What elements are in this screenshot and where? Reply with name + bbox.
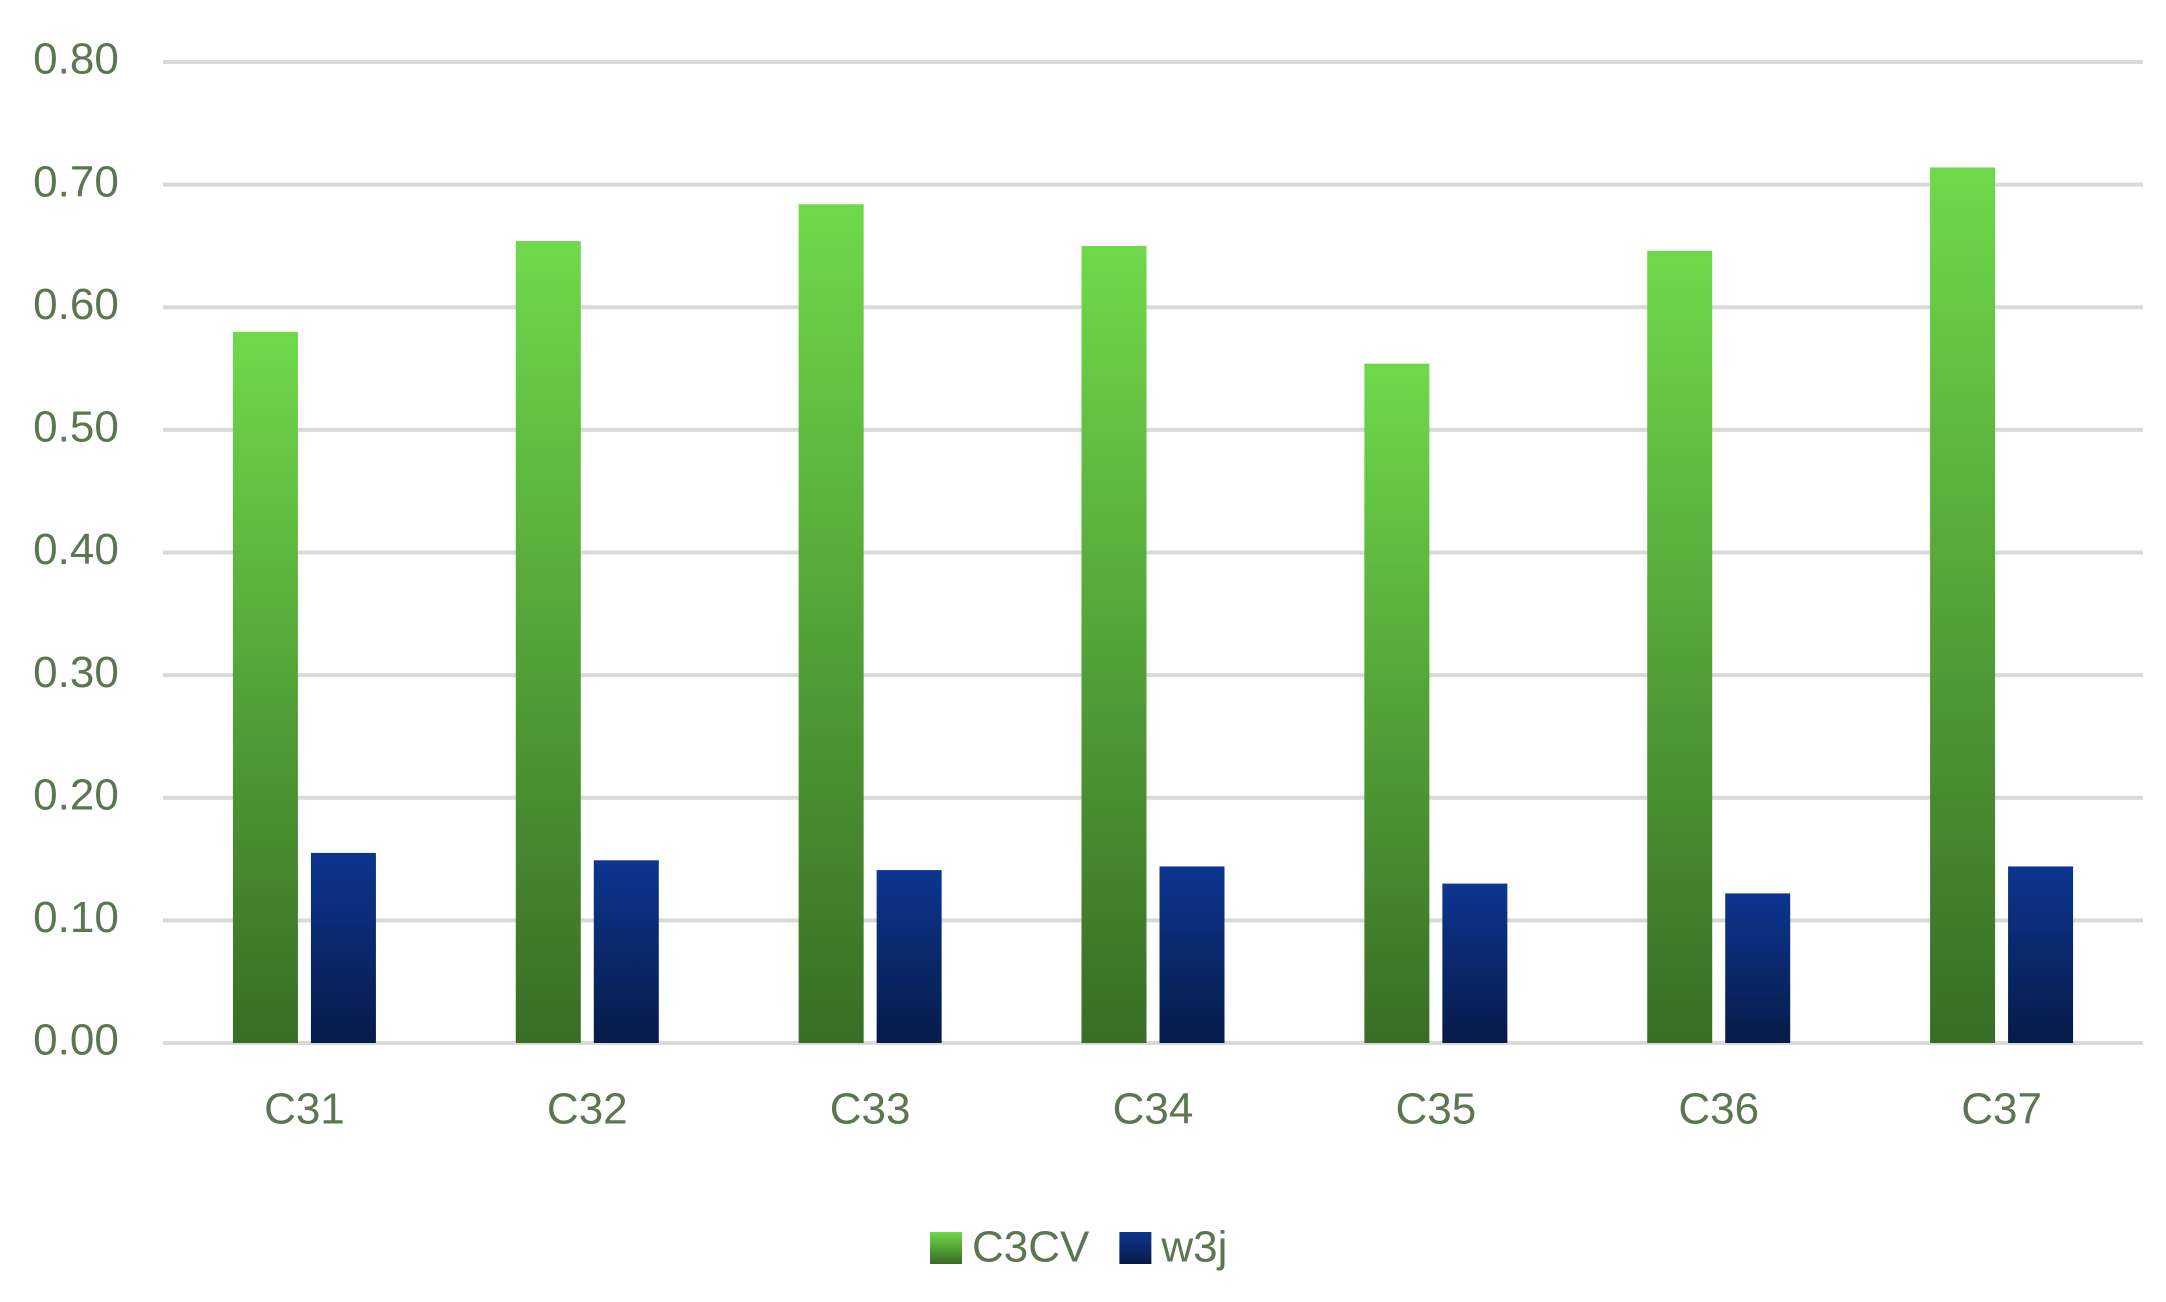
- y-tick-label: 0.80: [33, 35, 119, 84]
- legend-swatch: [1119, 1232, 1152, 1264]
- bar: [1725, 893, 1791, 1043]
- legend-label: C3CV: [972, 1223, 1090, 1272]
- y-tick-label: 0.00: [33, 1016, 119, 1065]
- x-tick-label: C36: [1678, 1085, 1759, 1134]
- bar: [1442, 883, 1508, 1043]
- bar: [1159, 866, 1225, 1043]
- x-tick-label: C32: [547, 1085, 628, 1134]
- bar: [2008, 866, 2074, 1043]
- y-tick-label: 0.30: [33, 648, 119, 697]
- bar: [515, 241, 581, 1044]
- y-tick-label: 0.10: [33, 893, 119, 942]
- bar: [876, 870, 942, 1043]
- bar: [1647, 250, 1713, 1043]
- legend-label: w3j: [1160, 1223, 1227, 1272]
- bar: [798, 204, 864, 1043]
- y-tick-label: 0.20: [33, 770, 119, 819]
- y-tick-label: 0.70: [33, 157, 119, 206]
- legend-swatch: [930, 1232, 962, 1264]
- y-tick-label: 0.40: [33, 525, 119, 574]
- bar: [310, 852, 376, 1043]
- bar: [1081, 245, 1147, 1043]
- bar: [232, 331, 298, 1043]
- bar: [1364, 363, 1430, 1044]
- x-tick-label: C31: [264, 1085, 345, 1134]
- x-tick-label: C37: [1961, 1085, 2042, 1134]
- y-tick-label: 0.50: [33, 403, 119, 452]
- bar: [593, 860, 659, 1043]
- x-tick-label: C33: [830, 1085, 911, 1134]
- x-tick-label: C35: [1395, 1085, 1476, 1134]
- y-tick-label: 0.60: [33, 280, 119, 329]
- bar: [1930, 167, 1996, 1043]
- x-tick-label: C34: [1113, 1085, 1194, 1134]
